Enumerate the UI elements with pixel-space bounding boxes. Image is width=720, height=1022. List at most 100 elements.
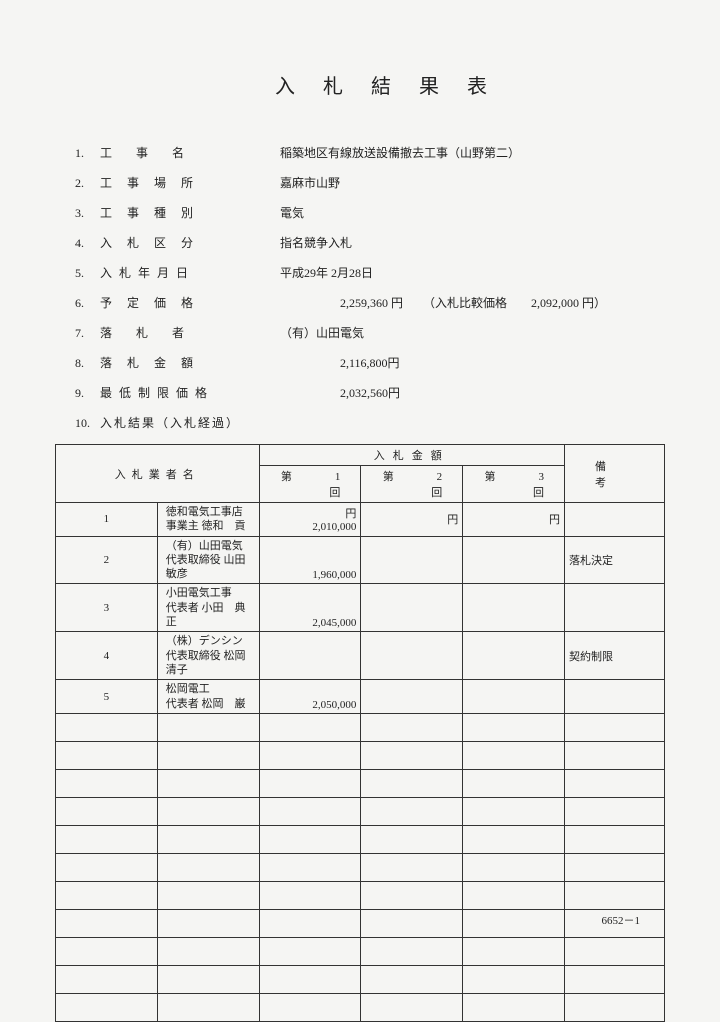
empty-cell (463, 825, 565, 853)
table-row: 1徳和電気工事店事業主 徳和 貢円2,010,000円円 (56, 503, 665, 537)
bid-round-2 (361, 632, 463, 680)
empty-cell (565, 881, 665, 909)
bid-round-2 (361, 536, 463, 584)
info-row: 2.工 事 場 所嘉麻市山野 (75, 174, 665, 192)
empty-cell (157, 965, 259, 993)
empty-cell (259, 881, 361, 909)
remarks (565, 584, 665, 632)
bidder-name: 小田電気工事代表者 小田 典正 (157, 584, 259, 632)
info-row: 3.工 事 種 別電気 (75, 204, 665, 222)
bid-round-3 (463, 536, 565, 584)
info-label: 入 札 年 月 日 (100, 264, 250, 282)
info-row: 7.落 札 者（有）山田電気 (75, 324, 665, 342)
empty-cell (565, 853, 665, 881)
empty-cell (361, 937, 463, 965)
info-row: 10.入札結果（入札経過） (75, 414, 665, 432)
info-value: 2,032,560円 (250, 384, 665, 402)
info-label: 入札結果（入札経過） (100, 414, 250, 432)
th-amount: 入札金額 (259, 445, 564, 466)
empty-cell (56, 937, 158, 965)
empty-cell (361, 769, 463, 797)
info-value: 指名競争入札 (250, 234, 665, 252)
table-row-empty (56, 769, 665, 797)
empty-cell (56, 881, 158, 909)
info-label: 最 低 制 限 価 格 (100, 384, 250, 402)
empty-cell (56, 965, 158, 993)
empty-cell (565, 741, 665, 769)
bid-round-1: 円2,010,000 (259, 503, 361, 537)
info-value: 電気 (250, 204, 665, 222)
info-list: 1.工 事 名稲築地区有線放送設備撤去工事（山野第二） 2.工 事 場 所嘉麻市山… (75, 144, 665, 432)
info-num: 4. (75, 234, 100, 252)
remarks (565, 680, 665, 714)
empty-cell (565, 797, 665, 825)
info-row: 1.工 事 名稲築地区有線放送設備撤去工事（山野第二） (75, 144, 665, 162)
info-num: 10. (75, 414, 100, 432)
comparison-price: （入札比較価格 2,092,000 円） (423, 294, 606, 312)
info-num: 8. (75, 354, 100, 372)
empty-cell (259, 825, 361, 853)
empty-cell (463, 769, 565, 797)
info-num: 6. (75, 294, 100, 312)
info-num: 2. (75, 174, 100, 192)
empty-cell (565, 825, 665, 853)
empty-cell (259, 797, 361, 825)
table-row-empty (56, 741, 665, 769)
bidder-name: 徳和電気工事店事業主 徳和 貢 (157, 503, 259, 537)
row-index: 4 (56, 632, 158, 680)
empty-cell (361, 909, 463, 937)
table-row-empty (56, 713, 665, 741)
results-table: 入札業者名 入札金額 備考 第 1 回 第 2 回 第 3 回 1徳和電気工事店… (55, 444, 665, 1022)
info-row: 8.落 札 金 額2,116,800円 (75, 354, 665, 372)
bid-round-3: 円 (463, 503, 565, 537)
bid-round-1: 2,050,000 (259, 680, 361, 714)
empty-cell (157, 825, 259, 853)
info-label: 予 定 価 格 (100, 294, 250, 312)
empty-cell (259, 909, 361, 937)
empty-cell (565, 769, 665, 797)
empty-cell (56, 741, 158, 769)
empty-cell (463, 881, 565, 909)
empty-cell (56, 993, 158, 1021)
empty-cell (157, 797, 259, 825)
info-row: 4.入 札 区 分指名競争入札 (75, 234, 665, 252)
table-row-empty (56, 881, 665, 909)
empty-cell (259, 741, 361, 769)
empty-cell (56, 713, 158, 741)
row-index: 3 (56, 584, 158, 632)
empty-cell (157, 881, 259, 909)
info-num: 7. (75, 324, 100, 342)
bidder-name: （有）山田電気代表取締役 山田 敏彦 (157, 536, 259, 584)
empty-cell (565, 965, 665, 993)
table-row-empty (56, 853, 665, 881)
empty-cell (361, 965, 463, 993)
empty-cell (565, 937, 665, 965)
table-row-empty (56, 797, 665, 825)
bidder-name: （株）デンシン代表取締役 松岡 清子 (157, 632, 259, 680)
empty-cell (259, 853, 361, 881)
empty-cell (157, 713, 259, 741)
table-row-empty (56, 909, 665, 937)
th-bidder: 入札業者名 (56, 445, 260, 503)
empty-cell (157, 937, 259, 965)
info-value: 平成29年 2月28日 (250, 264, 665, 282)
table-row-empty (56, 937, 665, 965)
empty-cell (259, 769, 361, 797)
empty-cell (56, 853, 158, 881)
info-label: 工 事 名 (100, 144, 250, 162)
table-row-empty (56, 993, 665, 1021)
empty-cell (157, 769, 259, 797)
info-label: 落 札 者 (100, 324, 250, 342)
info-row: 5.入 札 年 月 日平成29年 2月28日 (75, 264, 665, 282)
info-value: 嘉麻市山野 (250, 174, 665, 192)
empty-cell (361, 853, 463, 881)
empty-cell (56, 909, 158, 937)
info-row: 9.最 低 制 限 価 格2,032,560円 (75, 384, 665, 402)
table-row-empty (56, 965, 665, 993)
empty-cell (361, 797, 463, 825)
empty-cell (157, 853, 259, 881)
info-value: 2,116,800円 (250, 354, 665, 372)
info-num: 9. (75, 384, 100, 402)
bid-round-3 (463, 680, 565, 714)
row-index: 1 (56, 503, 158, 537)
